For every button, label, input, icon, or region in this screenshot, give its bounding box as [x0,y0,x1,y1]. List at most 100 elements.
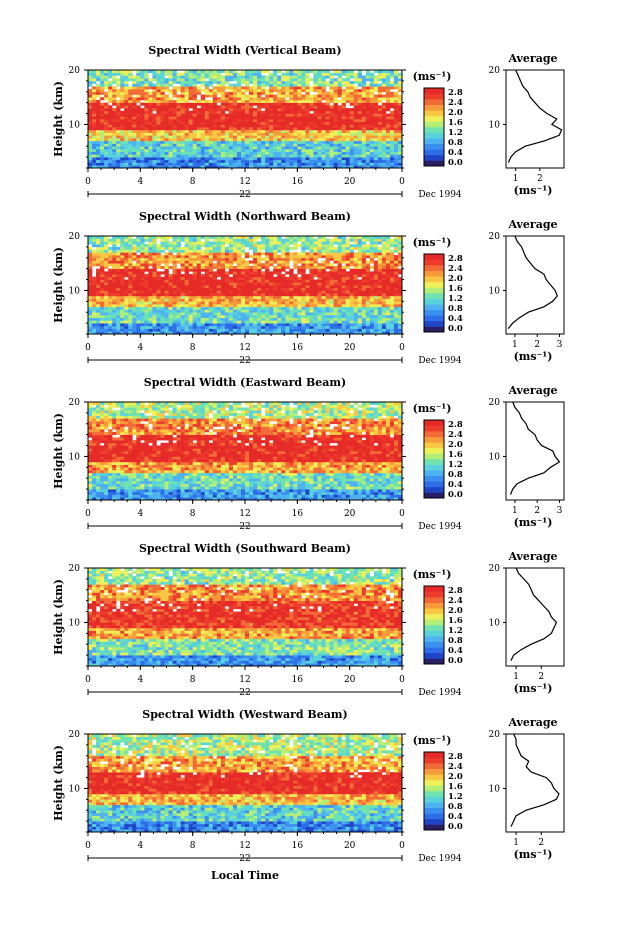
x-tick-label: 20 [344,177,356,187]
heatmap-cell [96,268,101,272]
heatmap-cell [269,285,274,289]
heatmap-cell [261,257,266,261]
heatmap-cell [156,75,161,79]
heatmap-cell [180,274,185,278]
heatmap-cell [236,143,242,147]
heatmap-cell [100,309,105,313]
heatmap-cell [361,282,367,286]
heatmap-cell [164,157,169,161]
heatmap-cell [281,97,286,101]
heatmap-cell [156,279,161,283]
heatmap-cell [269,97,274,101]
heatmap-cell [164,86,169,90]
heatmap-cell [220,317,226,321]
heatmap-cell [120,94,125,98]
heatmap-cell [124,265,129,269]
heatmap-cell [361,143,367,147]
heatmap-cell [393,140,399,144]
heatmap-cell [216,83,222,87]
heatmap-cell [253,97,258,101]
heatmap-cell [120,72,125,76]
heatmap-cell [389,260,395,264]
heatmap-cell [196,309,202,313]
heatmap-cell [232,304,238,308]
heatmap-cell [200,295,206,299]
heatmap-cell [152,78,157,82]
heatmap-cell [257,301,262,305]
heatmap-cell [305,279,310,283]
heatmap-cell [345,325,350,329]
heatmap-cell [236,154,242,158]
heatmap-cell [297,279,302,283]
heatmap-cell [333,124,338,128]
heatmap-cell [108,323,113,327]
heatmap-cell [313,119,318,123]
heatmap-cell [289,317,294,321]
heatmap-cell [333,309,338,313]
heatmap-cell [136,306,141,310]
heatmap-cell [389,293,395,297]
heatmap-cell [116,129,121,133]
heatmap-cell [148,121,153,125]
heatmap-cell [321,301,326,305]
heatmap-cell [172,108,177,112]
heatmap-cell [313,124,318,128]
heatmap-cell [249,323,254,327]
heatmap-cell [236,265,242,269]
heatmap-cell [309,70,314,74]
heatmap-cell [353,140,359,144]
heatmap-cell [240,151,246,155]
heatmap-cell [152,257,157,261]
heatmap-cell [108,140,113,144]
heatmap-cell [245,140,250,144]
heatmap-cell [265,255,270,259]
heatmap-cell [144,113,149,117]
heatmap-cell [369,298,375,302]
heatmap-cell [313,257,318,261]
heatmap-cell [240,298,246,302]
heatmap-cell [180,135,185,139]
heatmap-cell [273,271,278,275]
heatmap-cell [128,116,133,120]
heatmap-cell [144,328,149,332]
heatmap-cell [341,271,346,275]
heatmap-cell [301,298,306,302]
heatmap-cell [136,317,141,321]
heatmap-cell [261,132,266,136]
heatmap-cell [228,70,234,74]
heatmap-cell [168,102,173,106]
heatmap-cell [204,290,210,294]
heatmap-cell [152,121,157,125]
heatmap-cell [245,274,250,278]
heatmap-cell [108,89,113,93]
average-profile-line [507,69,563,163]
heatmap-cell [172,298,177,302]
heatmap-cell [152,290,157,294]
heatmap-cell [397,138,403,142]
heatmap-cell [160,279,165,283]
heatmap-cell [285,127,290,131]
heatmap-cell [232,165,238,169]
heatmap-cell [224,331,230,335]
heatmap-cell [285,317,290,321]
heatmap-cell [176,328,181,332]
heatmap-cell [156,113,161,117]
heatmap-cell [96,75,101,79]
heatmap-cell [377,290,383,294]
heatmap-cell [120,309,125,313]
heatmap-cell [152,314,157,318]
heatmap-cell [176,121,181,125]
colorbar-swatch [424,121,444,128]
heatmap-cell [124,293,129,297]
heatmap-cell [184,287,189,291]
heatmap-cell [269,320,274,324]
heatmap-cell [281,132,286,136]
heatmap-cell [329,317,334,321]
heatmap-cell [156,86,161,90]
heatmap-cell [321,285,326,289]
heatmap-cell [104,148,109,152]
heatmap-cell [204,146,210,150]
heatmap-cell [365,295,371,299]
heatmap-cell [297,89,302,93]
heatmap-cell [385,121,391,125]
